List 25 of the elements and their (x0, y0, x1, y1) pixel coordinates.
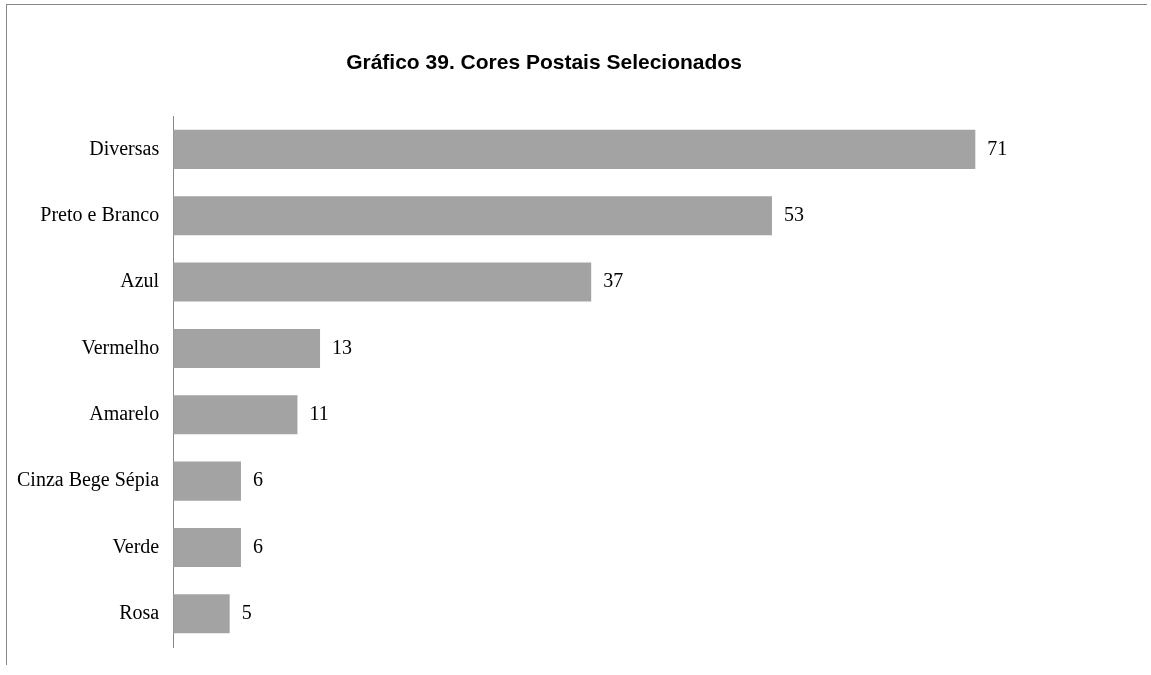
data-label: 6 (252, 468, 263, 491)
y-tick-label: Amarelo (89, 402, 160, 425)
y-tick-label: Preto e Branco (40, 202, 160, 225)
y-tick-label: Rosa (119, 601, 160, 624)
y-tick-label: Diversas (89, 136, 160, 159)
bar (173, 594, 230, 634)
y-tick-label: Azul (120, 269, 160, 292)
data-label: 11 (309, 402, 329, 425)
bar (173, 461, 241, 501)
bar (173, 262, 592, 302)
y-tick-label: Vermelho (81, 335, 160, 358)
y-tick-label: Cinza Bege Sépia (16, 468, 160, 492)
bar (173, 395, 298, 435)
data-label: 6 (252, 534, 263, 557)
bar (173, 328, 321, 368)
data-label: 53 (783, 202, 804, 225)
bar (173, 196, 772, 236)
data-label: 5 (241, 601, 252, 624)
data-label: 13 (332, 335, 353, 358)
data-label: 37 (603, 269, 624, 292)
y-tick-label: Verde (112, 534, 160, 557)
chart-title: Gráfico 39. Cores Postais Selecionados (346, 50, 742, 74)
data-label: 71 (987, 136, 1008, 159)
bar (173, 527, 241, 568)
bar (173, 129, 976, 169)
